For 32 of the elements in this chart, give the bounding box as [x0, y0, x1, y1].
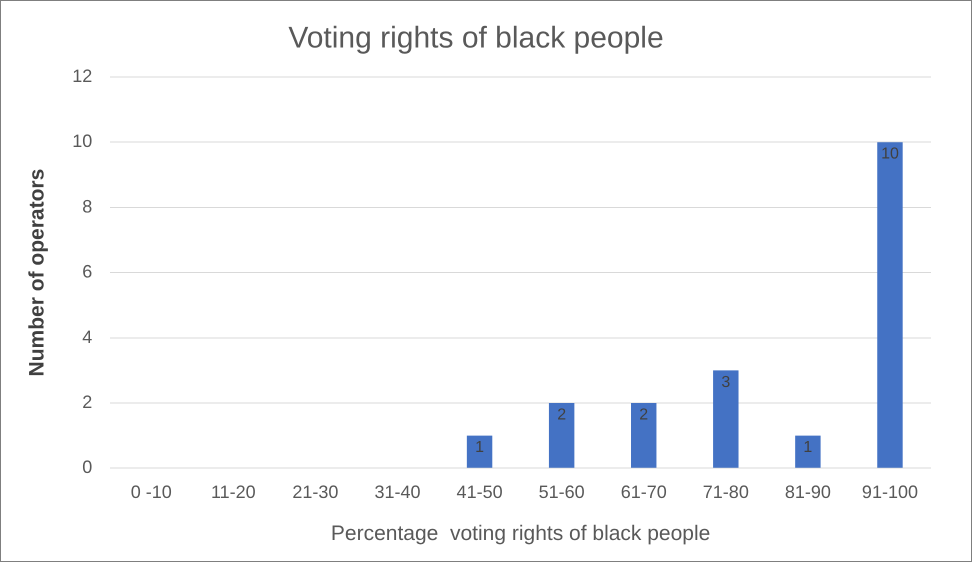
- data-label: 1: [803, 439, 812, 456]
- y-tick-label: 4: [82, 326, 92, 347]
- data-label: 10: [881, 146, 899, 163]
- bar: [631, 403, 656, 468]
- y-tick-label: 10: [72, 131, 92, 152]
- x-tick-label: 51-60: [538, 482, 585, 502]
- x-tick-label: 71-80: [702, 482, 749, 502]
- x-tick-label: 11-20: [210, 482, 256, 502]
- bar: [548, 403, 574, 468]
- x-tick-label: 61-70: [620, 482, 667, 502]
- data-label: 2: [639, 406, 648, 424]
- x-tick-label: 81-90: [784, 482, 831, 502]
- y-tick-label: 8: [82, 196, 92, 216]
- x-tick-label: 41-50: [456, 482, 503, 502]
- x-tick-label: 21-30: [292, 482, 338, 502]
- chart-title: Voting rights of black people: [288, 21, 664, 54]
- x-tick-label: 0 -10: [130, 482, 172, 502]
- bar: [713, 370, 739, 468]
- x-tick-label: 91-100: [862, 482, 918, 502]
- y-tick-label: 2: [82, 392, 92, 412]
- y-tick-label: 0: [82, 457, 92, 478]
- bar: [466, 436, 492, 468]
- y-tick-label: 6: [82, 262, 92, 282]
- data-label: 2: [557, 406, 566, 424]
- data-label: 3: [721, 374, 730, 391]
- bar: [795, 436, 821, 468]
- y-tick-label: 12: [72, 66, 92, 86]
- x-tick-label: 31-40: [374, 482, 421, 502]
- y-axis-title: Number of operators: [25, 168, 48, 376]
- bar: [877, 142, 903, 468]
- x-axis-title: Percentage voting rights of black people: [330, 522, 710, 546]
- data-label: 1: [475, 439, 484, 456]
